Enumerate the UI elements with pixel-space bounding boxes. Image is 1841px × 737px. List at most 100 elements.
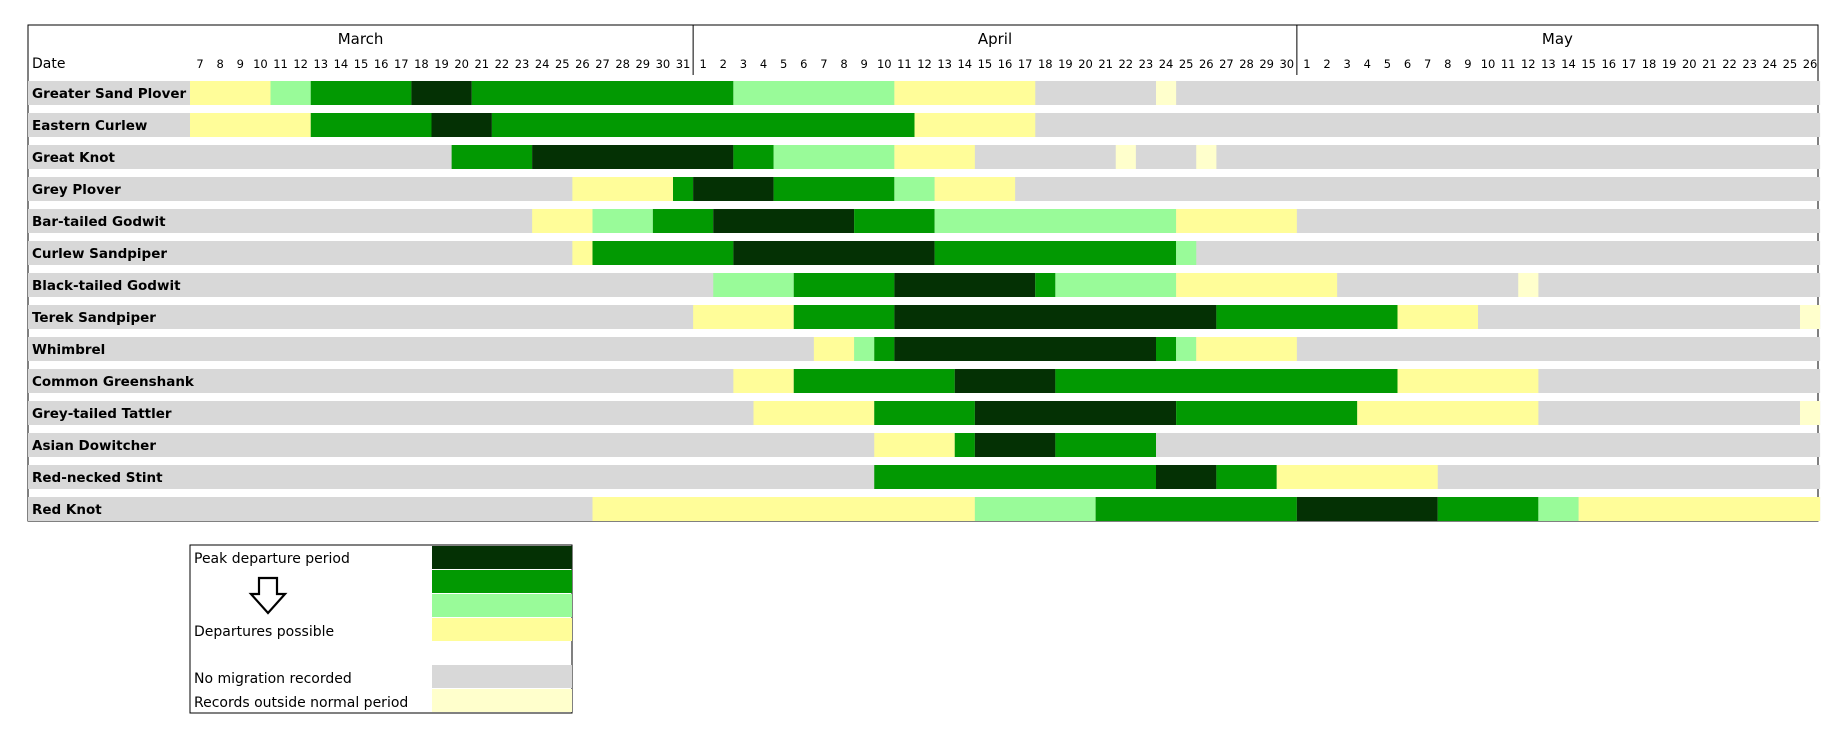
segment-possible: [753, 401, 875, 425]
segment-medium: [854, 337, 875, 361]
day-tick-label: 30: [1279, 57, 1294, 71]
species-label: Terek Sandpiper: [32, 310, 156, 326]
legend-label-possible: Departures possible: [194, 624, 334, 640]
segment-peak: [894, 337, 1156, 361]
segment-possible: [1578, 497, 1821, 521]
day-tick-label: 27: [595, 57, 610, 71]
segment-high: [954, 433, 975, 457]
segment-high: [1156, 337, 1177, 361]
day-tick-label: 8: [840, 57, 847, 71]
legend-label-outside: Records outside normal period: [194, 695, 408, 711]
month-label: March: [338, 30, 384, 48]
segment-medium: [773, 145, 895, 169]
day-tick-label: 16: [998, 57, 1013, 71]
legend-label-none: No migration recorded: [194, 671, 352, 687]
segment-medium: [934, 209, 1177, 233]
segment-possible: [572, 177, 673, 201]
segment-possible: [1196, 337, 1297, 361]
day-tick-label: 16: [1601, 57, 1616, 71]
day-tick-label: 26: [1803, 57, 1818, 71]
segment-high: [1095, 497, 1297, 521]
species-label: Black-tailed Godwit: [32, 278, 181, 294]
day-tick-label: 24: [535, 57, 550, 71]
day-tick-label: 12: [293, 57, 308, 71]
species-label: Common Greenshank: [32, 374, 195, 390]
day-tick-label: 19: [1662, 57, 1677, 71]
date-header-label: Date: [32, 56, 65, 72]
segment-medium: [974, 497, 1096, 521]
day-tick-label: 18: [1642, 57, 1657, 71]
day-tick-label: 16: [374, 57, 389, 71]
segment-medium: [713, 273, 794, 297]
segment-medium: [270, 81, 311, 105]
day-tick-label: 3: [740, 57, 747, 71]
species-label: Great Knot: [32, 150, 116, 166]
segment-medium: [894, 177, 935, 201]
segment-high: [1055, 433, 1156, 457]
species-label: Curlew Sandpiper: [32, 246, 167, 262]
segment-possible: [1276, 465, 1438, 489]
legend-swatch-outside: [432, 689, 572, 712]
segment-high: [592, 241, 734, 265]
day-tick-label: 13: [937, 57, 952, 71]
segment-high: [673, 177, 694, 201]
day-tick-label: 10: [253, 57, 268, 71]
segment-peak: [431, 113, 492, 137]
segment-medium: [733, 81, 895, 105]
segment-outside: [1115, 145, 1136, 169]
segment-high: [1035, 273, 1056, 297]
day-tick-label: 21: [474, 57, 489, 71]
segment-possible: [874, 433, 955, 457]
day-tick-label: 7: [820, 57, 827, 71]
day-tick-label: 20: [454, 57, 469, 71]
day-tick-label: 30: [656, 57, 671, 71]
day-tick-label: 17: [1622, 57, 1637, 71]
day-tick-label: 14: [1561, 57, 1576, 71]
segment-possible: [733, 369, 794, 393]
segment-peak: [532, 145, 734, 169]
day-tick-label: 21: [1098, 57, 1113, 71]
day-tick-label: 17: [394, 57, 409, 71]
legend-swatch-medium: [432, 594, 572, 617]
segment-outside: [1800, 305, 1821, 329]
species-label: Grey-tailed Tattler: [32, 406, 172, 422]
segment-possible: [1357, 401, 1539, 425]
day-tick-label: 26: [1199, 57, 1214, 71]
data-grid: [27, 24, 1821, 522]
segment-peak: [733, 241, 935, 265]
day-tick-label: 9: [1464, 57, 1471, 71]
day-tick-label: 4: [760, 57, 767, 71]
segment-high: [854, 209, 935, 233]
segment-possible: [1397, 369, 1539, 393]
day-tick-label: 20: [1682, 57, 1697, 71]
day-tick-label: 22: [1722, 57, 1737, 71]
segment-peak: [1156, 465, 1217, 489]
legend: Peak departure period Departures possible…: [189, 544, 573, 714]
segment-high: [491, 113, 915, 137]
day-tick-label: 24: [1159, 57, 1174, 71]
day-tick-label: 6: [1404, 57, 1411, 71]
day-tick-label: 3: [1344, 57, 1351, 71]
segment-high: [310, 113, 432, 137]
segment-possible: [693, 305, 794, 329]
day-tick-label: 11: [1501, 57, 1516, 71]
species-labels: Greater Sand Plover Eastern Curlew Great K…: [32, 86, 195, 518]
segment-peak: [713, 209, 855, 233]
species-label: Whimbrel: [32, 342, 105, 358]
day-tick-label: 28: [1239, 57, 1254, 71]
day-tick-label: 11: [897, 57, 912, 71]
segment-possible: [592, 497, 975, 521]
segment-possible: [532, 209, 593, 233]
segment-high: [934, 241, 1177, 265]
day-tick-label: 27: [1219, 57, 1234, 71]
species-label: Red-necked Stint: [32, 470, 163, 486]
day-tick-label: 17: [1018, 57, 1033, 71]
segment-medium: [1538, 497, 1579, 521]
day-tick-label: 21: [1702, 57, 1717, 71]
legend-swatch-peak: [432, 546, 572, 569]
day-tick-label: 7: [196, 57, 203, 71]
segment-high: [793, 273, 895, 297]
day-tick-label: 13: [313, 57, 328, 71]
species-label: Red Knot: [32, 502, 102, 518]
